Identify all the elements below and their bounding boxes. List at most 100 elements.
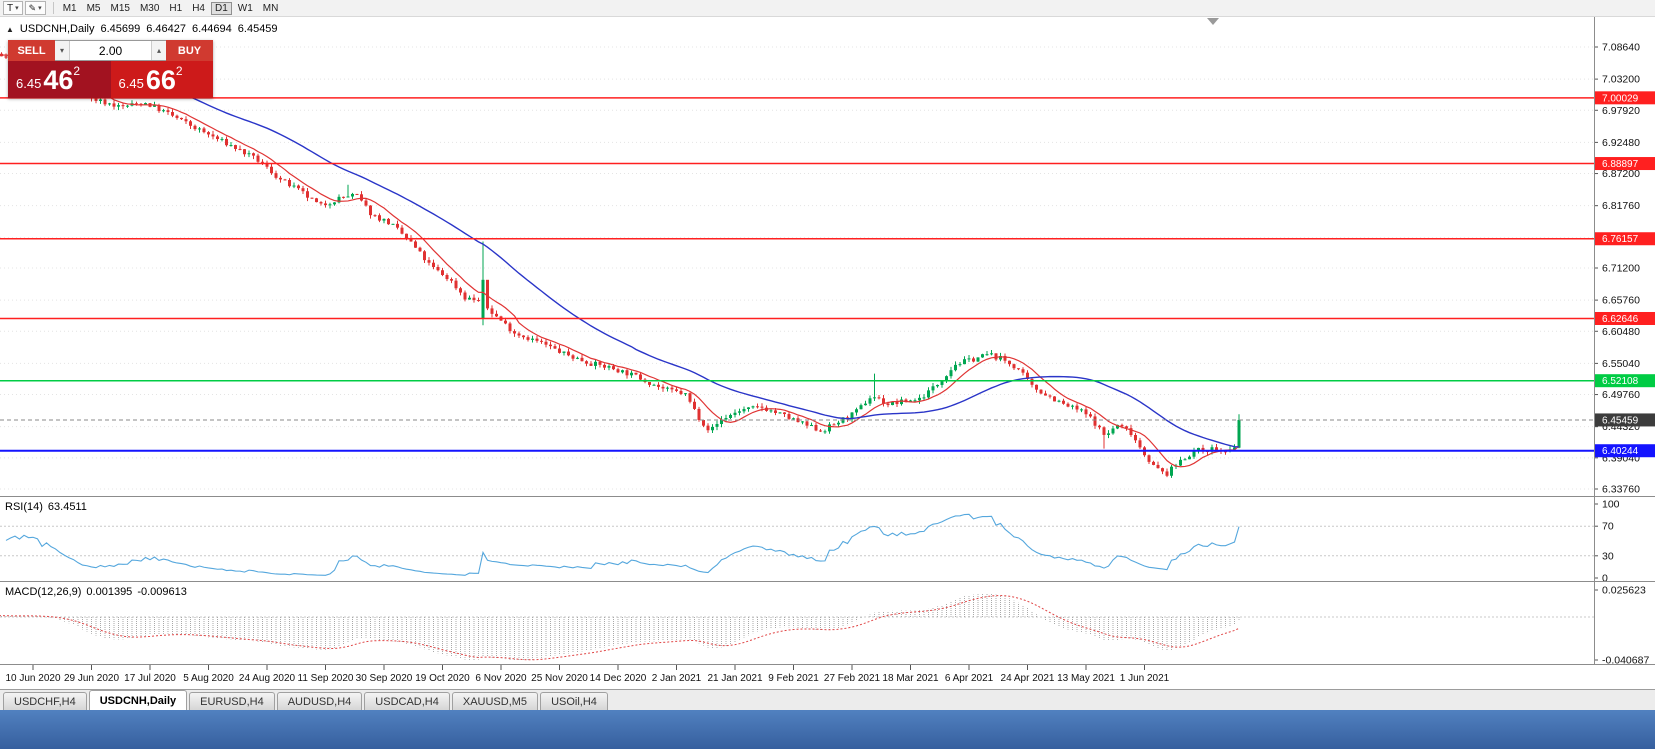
buy-price-sup: 2	[175, 64, 183, 78]
timeframe-buttons: M1 M5 M15 M30 H1 H4 D1 W1 MN	[59, 1, 283, 15]
svg-text:6.49760: 6.49760	[1602, 389, 1640, 401]
grid-lines	[0, 46, 1594, 490]
sell-price-sup: 2	[73, 64, 81, 78]
timeframe-button-m5[interactable]: M5	[86, 2, 101, 14]
svg-text:17 Jul 2020: 17 Jul 2020	[124, 673, 176, 684]
date-axis[interactable]: 10 Jun 2020 29 Jun 2020 17 Jul 2020 5 Aug 2…	[5, 665, 1170, 684]
rsi-value: 63.4511	[47, 501, 87, 513]
svg-text:6.88897: 6.88897	[1602, 159, 1639, 170]
svg-text:6.45459: 6.45459	[1602, 415, 1639, 426]
sell-button[interactable]: SELL	[8, 40, 55, 61]
svg-text:6.55040: 6.55040	[1602, 358, 1640, 370]
price-axis[interactable]: 7.08640 7.03200 6.97920 6.92480 6.87200 6.817…	[1594, 42, 1655, 496]
svg-text:5 Aug 2020: 5 Aug 2020	[183, 673, 234, 684]
macd-name: MACD(12,26,9)	[5, 586, 82, 598]
collapse-panel-icon[interactable]: ▲	[6, 24, 14, 34]
svg-text:7.08640: 7.08640	[1602, 42, 1640, 54]
timeframe-button-mn[interactable]: MN	[262, 2, 279, 14]
timeframe-button-m1[interactable]: M1	[62, 2, 77, 14]
buy-button[interactable]: BUY	[166, 40, 213, 61]
svg-text:10 Jun 2020: 10 Jun 2020	[5, 673, 60, 684]
svg-text:30: 30	[1602, 550, 1614, 562]
svg-text:6.87200: 6.87200	[1602, 168, 1640, 180]
drawing-tools-button[interactable]: ✎ ▾	[24, 1, 46, 15]
candles-layer	[0, 51, 1241, 478]
timeframe-button-d1[interactable]: D1	[211, 1, 232, 15]
chart-area[interactable]: 100 70 30 0 0.025623 -0.040687 7.08640 7.03200 6…	[0, 17, 1655, 689]
buy-price-small: 6.45	[118, 76, 144, 91]
timeframe-button-m30[interactable]: M30	[139, 2, 160, 14]
svg-text:6.71200: 6.71200	[1602, 263, 1640, 275]
chart-symbol-label: USDCNH,Daily	[19, 23, 95, 35]
sell-price-small: 6.45	[16, 76, 42, 91]
buy-price-big: 66	[145, 65, 176, 95]
chart-tab-audusd-h4[interactable]: AUDUSD,H4	[276, 692, 363, 710]
ohlc-high-value: 6.46427	[146, 23, 187, 35]
chart-tab-eurusd-h4[interactable]: EURUSD,H4	[189, 692, 275, 710]
svg-text:11 Sep 2020: 11 Sep 2020	[298, 673, 354, 684]
ohlc-low-value: 6.44694	[192, 23, 232, 35]
macd-signal-value: -0.009613	[137, 586, 187, 598]
rsi-panel: 100 70 30 0	[0, 499, 1620, 585]
svg-text:6.76157: 6.76157	[1602, 234, 1639, 245]
timeframe-button-h1[interactable]: H1	[169, 2, 183, 14]
template-button[interactable]: T ▾	[3, 1, 23, 15]
rsi-name: RSI(14)	[5, 501, 43, 513]
svg-text:24 Aug 2020: 24 Aug 2020	[239, 673, 296, 684]
svg-text:6.62646: 6.62646	[1602, 314, 1639, 325]
svg-text:6 Nov 2020: 6 Nov 2020	[475, 673, 527, 684]
svg-text:19 Oct 2020: 19 Oct 2020	[415, 673, 470, 684]
svg-text:0: 0	[1602, 573, 1608, 585]
chart-tab-usdchf-h4[interactable]: USDCHF,H4	[3, 692, 87, 710]
svg-text:100: 100	[1602, 499, 1620, 511]
svg-text:6 Apr 2021: 6 Apr 2021	[945, 673, 994, 684]
timeframe-button-w1[interactable]: W1	[237, 2, 253, 14]
svg-text:18 Mar 2021: 18 Mar 2021	[882, 673, 939, 684]
macd-indicator-label: MACD(12,26,9) 0.001395 -0.009613	[5, 586, 187, 598]
svg-text:9 Feb 2021: 9 Feb 2021	[768, 673, 819, 684]
svg-text:6.65760: 6.65760	[1602, 295, 1640, 307]
svg-text:6.81760: 6.81760	[1602, 200, 1640, 212]
svg-text:6.40244: 6.40244	[1602, 446, 1639, 457]
chart-tab-xauusd-m5[interactable]: XAUUSD,M5	[451, 692, 539, 710]
svg-text:6.97920: 6.97920	[1602, 105, 1640, 117]
pencil-icon: ✎	[28, 2, 37, 13]
svg-text:2 Jan 2021: 2 Jan 2021	[652, 673, 702, 684]
moving-averages-layer	[0, 54, 1240, 468]
toolbar-separator	[52, 2, 54, 14]
volume-decrease-button[interactable]: ▾	[55, 41, 70, 60]
volume-input[interactable]: 2.00	[98, 43, 123, 58]
buy-price-button[interactable]: 6.45 66 2	[110, 61, 213, 98]
svg-text:0.025623: 0.025623	[1602, 585, 1646, 597]
svg-text:6.33760: 6.33760	[1602, 484, 1640, 496]
chart-ohlc-header: ▲ USDCNH,Daily 6.45699 6.46427 6.44694 6…	[6, 23, 278, 35]
timeframe-button-h4[interactable]: H4	[192, 2, 205, 14]
chart-tab-usdcnh-daily[interactable]: USDCNH,Daily	[88, 690, 188, 710]
sell-price-button[interactable]: 6.45 46 2	[8, 61, 111, 98]
ohlc-close-value: 6.45459	[237, 23, 278, 35]
svg-text:25 Nov 2020: 25 Nov 2020	[531, 673, 588, 684]
chart-tab-usoil-h4[interactable]: USOil,H4	[540, 692, 608, 710]
bottom-taskbar	[0, 710, 1655, 749]
volume-increase-button[interactable]: ▴	[151, 41, 166, 60]
horizontal-lines-layer[interactable]	[0, 97, 1594, 452]
svg-text:21 Jan 2021: 21 Jan 2021	[707, 673, 762, 684]
svg-text:6.92480: 6.92480	[1602, 137, 1640, 149]
ohlc-open-value: 6.45699	[100, 23, 141, 35]
svg-text:6.52108: 6.52108	[1602, 376, 1639, 387]
chart-canvas[interactable]: 100 70 30 00.025623 -0.040687 7.08640 7.03200 6…	[0, 17, 1655, 689]
chart-shift-marker-icon[interactable]	[1207, 18, 1219, 25]
sell-price-big: 46	[43, 65, 74, 95]
chevron-down-icon: ▾	[15, 5, 19, 12]
svg-text:29 Jun 2020: 29 Jun 2020	[64, 673, 119, 684]
chevron-down-icon: ▾	[38, 5, 42, 12]
svg-text:7.03200: 7.03200	[1602, 74, 1640, 86]
timeframe-button-m15[interactable]: M15	[110, 2, 130, 14]
svg-text:27 Feb 2021: 27 Feb 2021	[824, 673, 881, 684]
one-click-trading-panel: SELL ▾ 2.00 ▴ BUY 6.45 46 2 6.45 66 2	[8, 40, 213, 98]
macd-main-value: 0.001395	[86, 586, 133, 598]
macd-panel: 0.025623 -0.040687	[0, 585, 1649, 667]
chart-tab-usdcad-h4[interactable]: USDCAD,H4	[364, 692, 450, 710]
svg-text:1 Jun 2021: 1 Jun 2021	[1120, 673, 1170, 684]
svg-text:13 May 2021: 13 May 2021	[1057, 673, 1115, 684]
